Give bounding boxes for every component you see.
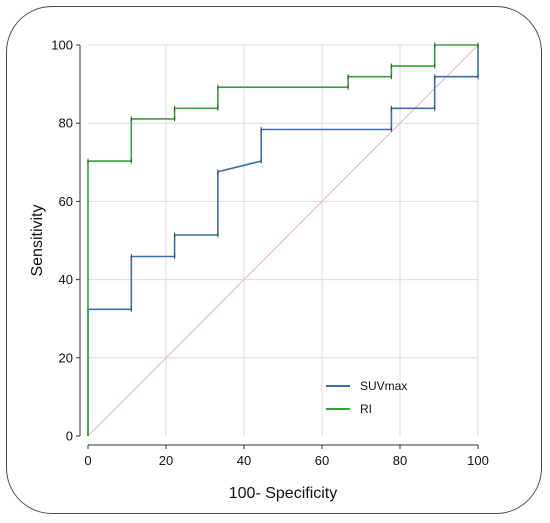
y-tick-label: 40 [59,272,73,287]
y-tick-label: 100 [51,38,73,53]
x-tick-label: 40 [237,453,251,468]
x-tick-label: 20 [159,453,173,468]
legend: SUVmax RI [326,379,407,416]
x-tick-label: 0 [84,453,91,468]
x-axis-title: 100- Specificity [229,485,338,502]
reference-diagonal [87,44,479,437]
axes [76,44,479,449]
y-tick-label: 0 [66,429,73,444]
y-tick-label: 80 [59,116,73,131]
x-tick-label: 100 [467,453,489,468]
series-line-suvmax [87,45,479,436]
reference-diagonal-layer [87,44,479,437]
legend-label-suvmax: SUVmax [360,379,407,393]
y-tick-label: 20 [59,350,73,365]
tick-labels: 0 20 40 60 80 100 0 20 40 60 80 100 [51,38,489,469]
grid [88,44,479,436]
legend-label-ri: RI [360,402,372,416]
y-tick-label: 60 [59,194,73,209]
series-layer [87,42,479,436]
x-tick-label: 60 [315,453,329,468]
x-tick-label: 80 [393,453,407,468]
y-axis-title: Sensitivity [29,204,46,276]
